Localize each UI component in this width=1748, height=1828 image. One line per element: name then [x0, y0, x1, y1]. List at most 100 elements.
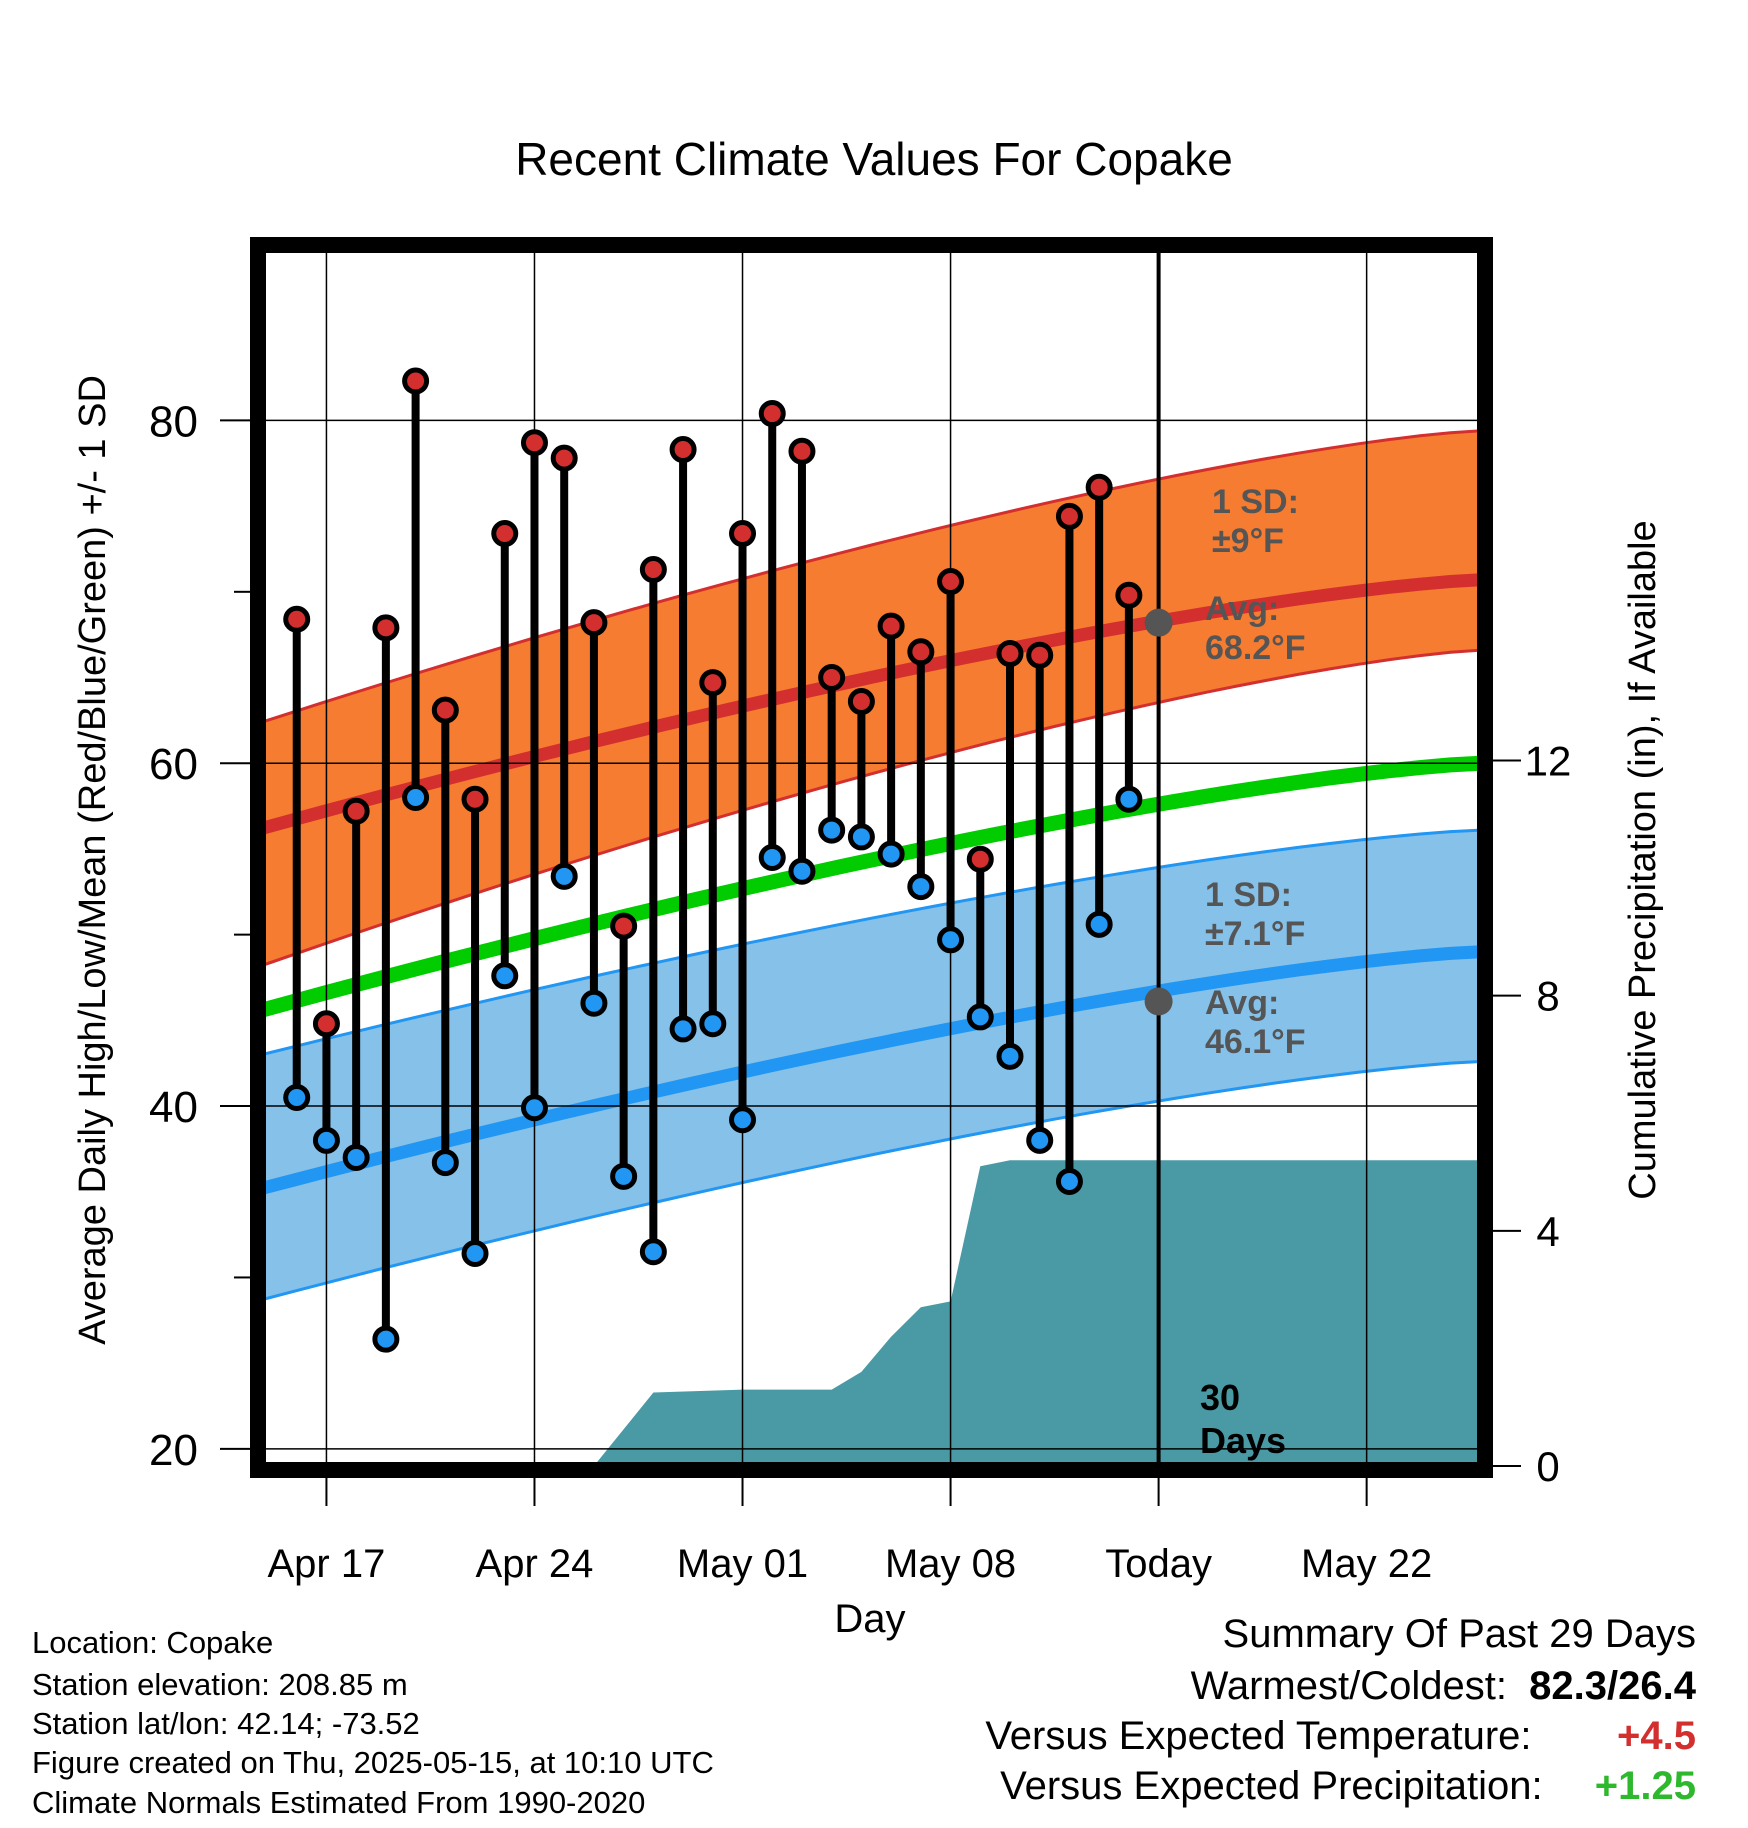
- daily-low-point: [966, 1003, 994, 1031]
- x-axis-label: Day: [834, 1597, 905, 1641]
- summary-precip-value: +1.25: [1594, 1764, 1696, 1808]
- daily-low-point: [758, 844, 786, 871]
- chart-title: Recent Climate Values For Copake: [515, 133, 1233, 185]
- daily-high-point: [907, 638, 935, 666]
- daily-high-point: [847, 688, 875, 716]
- daily-low-point: [877, 840, 905, 868]
- daily-high-point: [431, 696, 459, 724]
- daily-low-point: [520, 1094, 548, 1122]
- y2-tick-label: 8: [1536, 973, 1559, 1020]
- daily-high-point: [996, 640, 1024, 668]
- daily-high-point: [402, 367, 430, 395]
- low-sd-value: ±7.1°F: [1205, 915, 1305, 953]
- daily-low-point: [402, 784, 430, 812]
- daily-high-point: [610, 912, 638, 940]
- daily-low-point: [907, 873, 935, 901]
- y-tick-label: 60: [149, 740, 198, 789]
- daily-low-point: [937, 926, 965, 954]
- x-tick-label: Apr 24: [476, 1542, 594, 1586]
- daily-high-point: [312, 1010, 340, 1038]
- daily-low-point: [372, 1325, 400, 1353]
- daily-low-point: [788, 857, 816, 885]
- daily-high-point: [1085, 473, 1113, 501]
- summary-heading: Summary Of Past 29 Days: [1222, 1612, 1696, 1656]
- daily-high-point: [877, 612, 905, 640]
- daily-low-point: [550, 862, 578, 890]
- daily-high-point: [788, 437, 816, 465]
- daily-high-point: [758, 400, 786, 428]
- daily-high-point: [372, 614, 400, 642]
- daily-high-point: [669, 436, 697, 464]
- y-tick-label: 20: [149, 1426, 198, 1475]
- high-avg-label: Avg:: [1205, 590, 1279, 628]
- plot-frame: [250, 237, 1493, 1478]
- x-tick-label: May 01: [677, 1542, 808, 1586]
- footer-created: Figure created on Thu, 2025-05-15, at 10…: [32, 1745, 714, 1780]
- daily-low-point: [1085, 910, 1113, 938]
- y2-axis-label: Cumulative Precipitation (in), If Availa…: [1622, 520, 1664, 1199]
- daily-low-point: [461, 1239, 489, 1267]
- daily-low-point: [312, 1126, 340, 1154]
- daily-high-point: [1026, 641, 1054, 669]
- high-avg-value: 68.2°F: [1205, 629, 1306, 667]
- normal-high-line: [262, 573, 1481, 835]
- daily-low-point: [639, 1238, 667, 1266]
- normal-low-line: [262, 945, 1481, 1195]
- footer-elevation: Station elevation: 208.85 m: [32, 1667, 408, 1702]
- daily-high-point: [937, 568, 965, 596]
- daily-high-point: [283, 605, 311, 633]
- high-sd-label: 1 SD:: [1212, 483, 1299, 521]
- normal-mean-line: [262, 755, 1481, 1018]
- daily-low-point: [1026, 1126, 1054, 1154]
- today-days-number: 30: [1200, 1377, 1240, 1418]
- precipitation-area: [593, 1160, 1481, 1466]
- footer-location: Location: Copake: [32, 1625, 274, 1660]
- daily-high-point: [729, 520, 757, 548]
- y-axis-label: Average Daily High/Low/Mean (Red/Blue/Gr…: [72, 375, 114, 1345]
- daily-high-point: [639, 556, 667, 584]
- daily-high-point: [1115, 581, 1143, 609]
- daily-low-point: [342, 1143, 370, 1171]
- today-low-avg-point: [1144, 987, 1173, 1016]
- plot-area: [262, 249, 1481, 1466]
- low-avg-label: Avg:: [1205, 984, 1279, 1022]
- daily-high-point: [580, 609, 608, 637]
- x-tick-label: May 08: [885, 1542, 1016, 1586]
- daily-high-point: [1055, 502, 1083, 530]
- daily-high-point: [342, 797, 370, 825]
- low-sd-band: [262, 828, 1481, 1302]
- x-tick-label: Apr 17: [268, 1542, 386, 1586]
- daily-low-point: [996, 1042, 1024, 1070]
- today-high-avg-point: [1144, 608, 1173, 637]
- x-tick-label: May 22: [1301, 1542, 1432, 1586]
- daily-high-point: [966, 845, 994, 873]
- high-sd-value: ±9°F: [1212, 522, 1284, 560]
- y2-tick-label: 0: [1536, 1443, 1559, 1490]
- y2-tick-label: 12: [1525, 737, 1572, 784]
- low-sd-label: 1 SD:: [1205, 876, 1292, 914]
- daily-high-point: [699, 669, 727, 697]
- summary-precip-label: Versus Expected Precipitation:: [1000, 1764, 1543, 1808]
- summary-precip-row: Versus Expected Precipitation: +1.25: [1000, 1764, 1696, 1809]
- footer-normals: Climate Normals Estimated From 1990-2020: [32, 1785, 646, 1820]
- daily-low-point: [431, 1149, 459, 1177]
- summary-warmest-label: Warmest/Coldest:: [1190, 1664, 1507, 1708]
- today-days-label: Days: [1200, 1420, 1286, 1461]
- daily-high-point: [491, 520, 519, 548]
- daily-low-point: [669, 1015, 697, 1043]
- summary-temp-label: Versus Expected Temperature:: [985, 1714, 1532, 1758]
- summary-temp-row: Versus Expected Temperature: +4.5: [985, 1714, 1696, 1759]
- daily-low-point: [491, 962, 519, 990]
- daily-low-point: [610, 1162, 638, 1190]
- daily-low-point: [580, 989, 608, 1017]
- summary-warmest-value: 82.3/26.4: [1529, 1664, 1696, 1708]
- y-tick-label: 40: [149, 1083, 198, 1132]
- low-avg-value: 46.1°F: [1205, 1023, 1306, 1061]
- daily-low-point: [729, 1106, 757, 1134]
- daily-high-point: [520, 429, 548, 457]
- daily-high-point: [818, 664, 846, 692]
- daily-low-point: [847, 823, 875, 851]
- y-tick-label: 80: [149, 397, 198, 446]
- y2-tick-label: 4: [1536, 1208, 1559, 1255]
- x-tick-label: Today: [1105, 1542, 1212, 1586]
